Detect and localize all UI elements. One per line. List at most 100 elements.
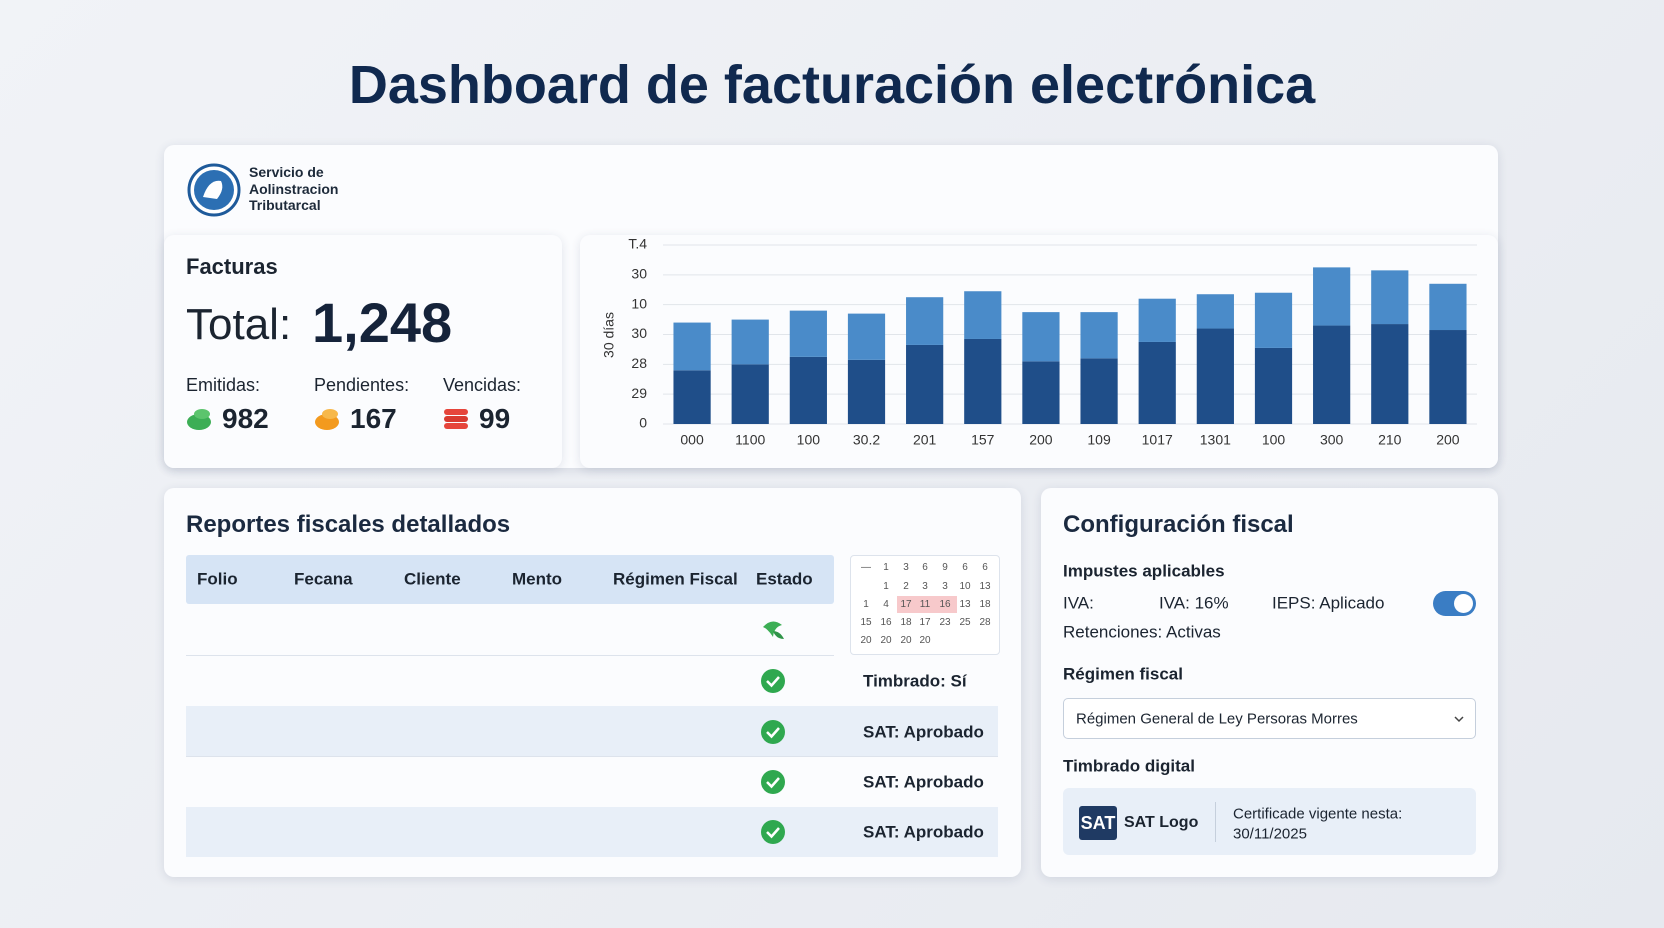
calendar-day: 23 [939, 617, 951, 628]
kpi-card: Facturas Total: 1,248 Emitidas: Pendient… [164, 235, 562, 468]
row-divider [186, 756, 998, 757]
kpi-total: 1,248 [312, 291, 453, 354]
reports-title: Reportes fiscales detallados [186, 511, 511, 538]
status-text: SAT: Aprobado [863, 722, 984, 742]
calendar-day: 20 [900, 635, 912, 646]
x-tick-label: 000 [680, 432, 704, 448]
bar-segment [789, 356, 827, 424]
calendar-day: 3 [942, 581, 948, 592]
calendar-day: 4 [883, 599, 889, 610]
calendar-day: 13 [959, 599, 971, 610]
calendar-day: 20 [880, 635, 892, 646]
ieps: IEPS: Aplicado [1272, 593, 1385, 613]
bar-segment [906, 344, 944, 424]
calendar-day: 20 [860, 635, 872, 646]
bar-segment [1138, 298, 1176, 342]
status-text: SAT: Aprobado [863, 772, 984, 792]
bar-segment [1022, 361, 1060, 424]
status-text: SAT: Aprobado [863, 822, 984, 842]
check-icon [761, 770, 785, 794]
x-tick-label: 200 [1029, 432, 1053, 448]
sat-logo: SAT Logo [1124, 814, 1199, 831]
bar-segment [964, 291, 1002, 339]
bar-segment [1254, 292, 1293, 348]
bar-segment [1138, 341, 1176, 424]
toggle[interactable] [1433, 591, 1476, 616]
calendar-day: 25 [959, 617, 971, 628]
calendar-day: 6 [922, 562, 928, 573]
logo-text: Servicio de [249, 164, 324, 180]
x-tick-label: 210 [1378, 432, 1402, 448]
kpi-value: 99 [479, 403, 511, 434]
regimen-title: Régimen fiscal [1063, 664, 1183, 684]
y-tick-label: 30 [631, 325, 647, 341]
calendar-day: 1 [863, 599, 869, 610]
retenciones: Retenciones: Activas [1063, 622, 1221, 642]
calendar-day: 20 [919, 635, 931, 646]
calendar-day: 10 [959, 581, 971, 592]
bar-segment [1254, 347, 1293, 424]
bar-segment [1080, 312, 1118, 359]
check-icon [761, 820, 785, 844]
logo [187, 163, 241, 217]
bar-segment [673, 322, 711, 371]
cert-line: 30/11/2025 [1233, 825, 1307, 843]
table-header-cell: Cliente [404, 569, 461, 589]
calendar-day: 9 [942, 562, 948, 573]
icon-red [444, 409, 468, 429]
bar-segment [789, 310, 827, 357]
kpi-value: 982 [222, 403, 269, 434]
regimen-select[interactable]: Régimen General de Ley Persoras Morres [1063, 698, 1476, 739]
calendar-day: — [861, 562, 871, 573]
x-tick-label: 300 [1320, 432, 1344, 448]
bar-segment [1313, 267, 1351, 326]
calendar-day: 16 [880, 617, 892, 628]
calendar-day: 1 [883, 581, 889, 592]
bar-segment [1022, 312, 1060, 362]
taxes-title: Impustes aplicables [1063, 561, 1225, 581]
calendar-day: 16 [939, 599, 951, 610]
timbrado-box: SAT SAT Logo Certificade vigente nesta: … [1063, 788, 1476, 855]
x-tick-label: 157 [971, 432, 995, 448]
calendar-day: 13 [979, 581, 991, 592]
table-header-cell: Régimen Fiscal [613, 569, 738, 589]
calendar-day: 2 [903, 581, 909, 592]
kpi-label: Vencidas: [443, 375, 522, 395]
chart-card: 30 días 0 29 28 30 10 30 T.4 000 1100 100 30.2 201 1… [580, 235, 1498, 468]
calendar-day: 6 [962, 562, 968, 573]
icon-orange [315, 409, 339, 430]
kpi-total-label: Total: [186, 300, 292, 349]
timbrado-title: Timbrado digital [1063, 756, 1195, 776]
bar-segment [731, 319, 769, 365]
chart: 30 días 0 29 28 30 10 30 T.4 000 1100 100 30.2 201 1… [601, 236, 1477, 448]
iva-value: IVA: 16% [1159, 593, 1229, 613]
bar-segment [964, 338, 1002, 424]
bar-segment [1196, 294, 1234, 329]
y-tick-label: 29 [631, 385, 647, 401]
x-tick-label: 30.2 [853, 432, 880, 448]
leaf-icon [763, 621, 784, 639]
table-header [186, 555, 834, 604]
calendar-day: 1 [883, 562, 889, 573]
calendar-day: 18 [979, 599, 991, 610]
bar-segment [1080, 358, 1118, 424]
bar-segment [673, 370, 711, 424]
config-title: Configuración fiscal [1063, 511, 1294, 538]
x-tick-label: 109 [1087, 432, 1111, 448]
calendar-day: 3 [922, 581, 928, 592]
x-tick-label: 1100 [735, 432, 765, 448]
table-header-cell: Mento [512, 569, 563, 589]
kpi-label: Emitidas: [186, 375, 261, 395]
bar-segment [906, 297, 944, 345]
y-tick-label: 10 [631, 295, 647, 311]
calendar-day: 15 [860, 617, 872, 628]
check-icon [761, 669, 785, 693]
x-tick-label: 100 [1262, 432, 1286, 448]
x-tick-label: 1301 [1200, 432, 1231, 448]
chevron [1454, 716, 1464, 723]
y-axis-label: 30 días [601, 312, 617, 358]
kpi-label: Pendientes: [314, 375, 410, 395]
config-card: Configuración fiscal Impustes aplicables… [1041, 488, 1498, 877]
bar-segment [1371, 324, 1409, 424]
